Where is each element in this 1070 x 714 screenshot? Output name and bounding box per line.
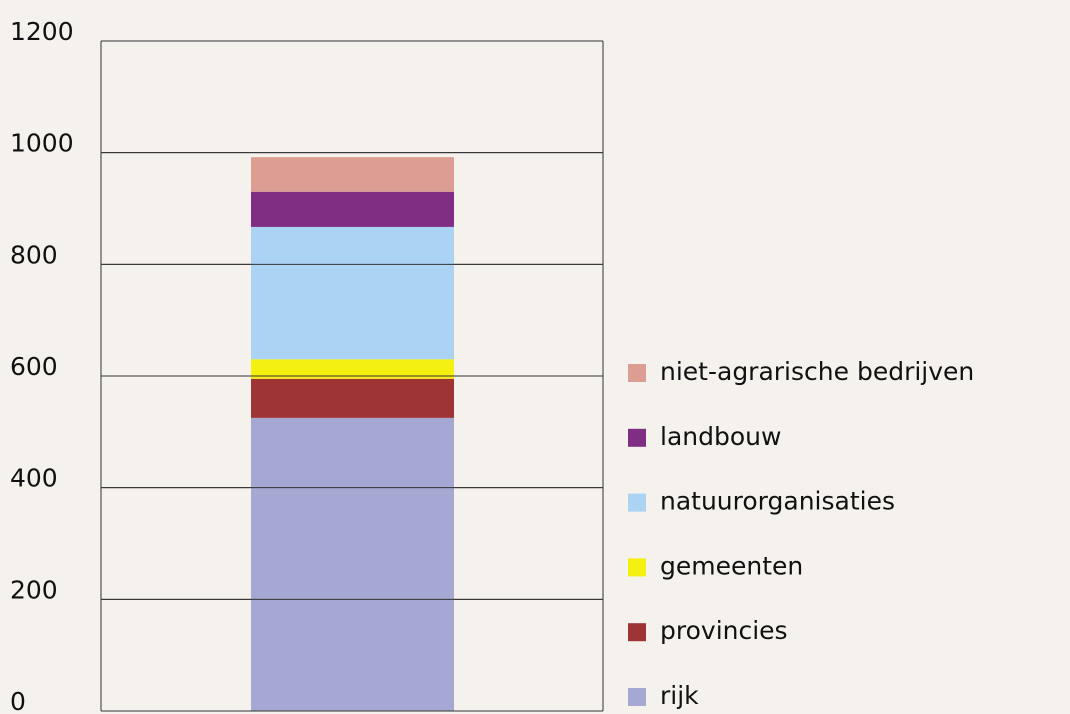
legend-label: natuurorganisaties xyxy=(660,487,895,516)
legend-swatch xyxy=(628,558,646,577)
y-tick-label: 200 xyxy=(10,575,58,604)
y-tick-label: 0 xyxy=(10,687,26,714)
bar-segment xyxy=(251,157,454,192)
legend-swatch xyxy=(628,688,646,706)
bar-segment xyxy=(251,378,454,418)
legend-label: landbouw xyxy=(660,422,781,451)
legend-swatch xyxy=(628,428,646,447)
y-tick-label: 400 xyxy=(10,464,58,493)
y-tick-label: 600 xyxy=(10,352,58,381)
y-tick-label: 1000 xyxy=(10,129,74,158)
legend-swatch xyxy=(628,623,646,642)
legend-label: niet-agrarische bedrijven xyxy=(660,357,974,386)
y-tick-label: 1200 xyxy=(10,17,74,46)
bar-segment xyxy=(251,359,454,379)
bar-segment xyxy=(251,191,454,227)
legend-swatch xyxy=(628,493,646,512)
legend-label: rijk xyxy=(660,681,699,710)
legend-swatch xyxy=(628,364,646,382)
legend-label: gemeenten xyxy=(660,551,803,580)
bar-segment xyxy=(251,417,454,711)
legend-label: provincies xyxy=(660,616,788,645)
y-tick-label: 800 xyxy=(10,240,58,269)
bar-segment xyxy=(251,226,454,360)
